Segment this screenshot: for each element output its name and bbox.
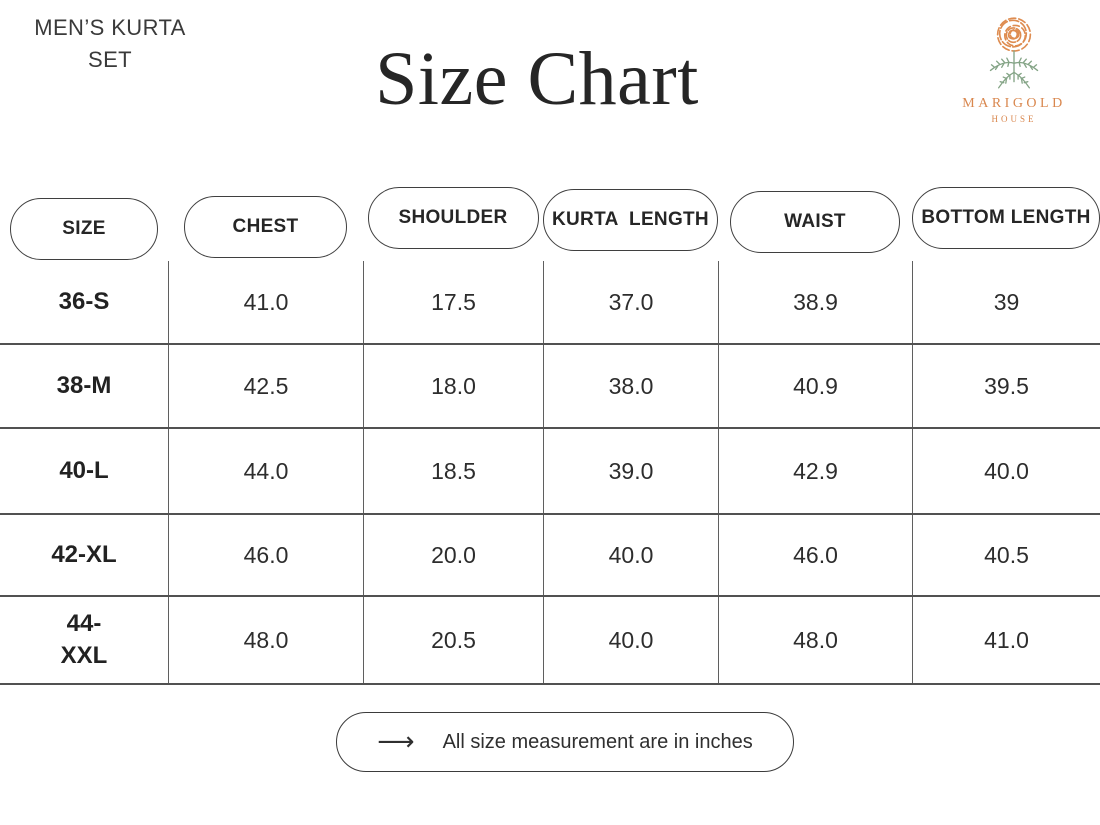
shoulder-cell: 17.5 <box>363 261 543 343</box>
leaves <box>989 50 1039 89</box>
kurta-length-cell: 37.0 <box>543 261 718 343</box>
units-note: ⟶ All size measurement are in inches <box>336 712 794 772</box>
column-header-kurta-length: KURTA LENGTH <box>543 189 718 251</box>
chest-cell: 48.0 <box>168 597 363 683</box>
column-header-bottom-length: BOTTOM LENGTH <box>912 187 1100 249</box>
column-header-waist: WAIST <box>730 191 900 253</box>
bottom-length-cell: 41.0 <box>912 597 1100 683</box>
kurta-length-cell: 40.0 <box>543 515 718 595</box>
units-note-text: All size measurement are in inches <box>442 730 753 753</box>
brand-subtitle: HOUSE <box>991 114 1037 124</box>
shoulder-cell: 18.0 <box>363 345 543 427</box>
product-label-line2: SET <box>88 46 132 72</box>
chest-cell: 44.0 <box>168 429 363 513</box>
table-body: 36-S 41.0 17.5 37.0 38.9 39 38-M 42.5 18… <box>0 261 1100 685</box>
brand-name: MARIGOLD <box>962 96 1066 111</box>
table-row: 44-XXL 48.0 20.5 40.0 48.0 41.0 <box>0 597 1100 685</box>
marigold-flower-icon <box>989 17 1039 89</box>
table-row: 42-XL 46.0 20.0 40.0 46.0 40.5 <box>0 515 1100 597</box>
size-table: SIZE CHEST SHOULDER KURTA LENGTH WAIST B… <box>0 185 1100 685</box>
product-label-line1: MEN’S KURTA <box>34 15 186 40</box>
shoulder-cell: 20.5 <box>363 597 543 683</box>
bottom-length-cell: 40.5 <box>912 515 1100 595</box>
shoulder-cell: 20.0 <box>363 515 543 595</box>
column-header-size: SIZE <box>10 198 158 260</box>
footer: ⟶ All size measurement are in inches <box>15 712 1100 772</box>
column-header-chest: CHEST <box>184 196 347 258</box>
waist-cell: 38.9 <box>718 261 912 343</box>
size-cell: 40-L <box>59 456 109 484</box>
waist-cell: 46.0 <box>718 515 912 595</box>
table-row: 36-S 41.0 17.5 37.0 38.9 39 <box>0 261 1100 345</box>
table-header-row: SIZE CHEST SHOULDER KURTA LENGTH WAIST B… <box>0 185 1100 261</box>
brand-logo: MARIGOLD HOUSE <box>954 8 1074 124</box>
size-cell: 42-XL <box>51 540 117 568</box>
right-arrow-icon: ⟶ <box>377 727 415 757</box>
bottom-length-cell: 39.5 <box>912 345 1100 427</box>
shoulder-cell: 18.5 <box>363 429 543 513</box>
chest-cell: 41.0 <box>168 261 363 343</box>
kurta-length-cell: 38.0 <box>543 345 718 427</box>
table-row: 40-L 44.0 18.5 39.0 42.9 40.0 <box>0 429 1100 515</box>
kurta-length-cell: 39.0 <box>543 429 718 513</box>
chest-cell: 42.5 <box>168 345 363 427</box>
page-title: Size Chart <box>375 37 699 121</box>
product-label: MEN’S KURTA SET <box>26 12 194 76</box>
waist-cell: 48.0 <box>718 597 912 683</box>
waist-cell: 40.9 <box>718 345 912 427</box>
size-cell: 44-XXL <box>60 609 108 669</box>
waist-cell: 42.9 <box>718 429 912 513</box>
chest-cell: 46.0 <box>168 515 363 595</box>
size-cell: 38-M <box>56 371 112 399</box>
kurta-length-cell: 40.0 <box>543 597 718 683</box>
bottom-length-cell: 39 <box>912 261 1100 343</box>
size-cell: 36-S <box>58 287 110 315</box>
table-row: 38-M 42.5 18.0 38.0 40.9 39.5 <box>0 345 1100 429</box>
column-header-shoulder: SHOULDER <box>367 187 539 249</box>
bottom-length-cell: 40.0 <box>912 429 1100 513</box>
